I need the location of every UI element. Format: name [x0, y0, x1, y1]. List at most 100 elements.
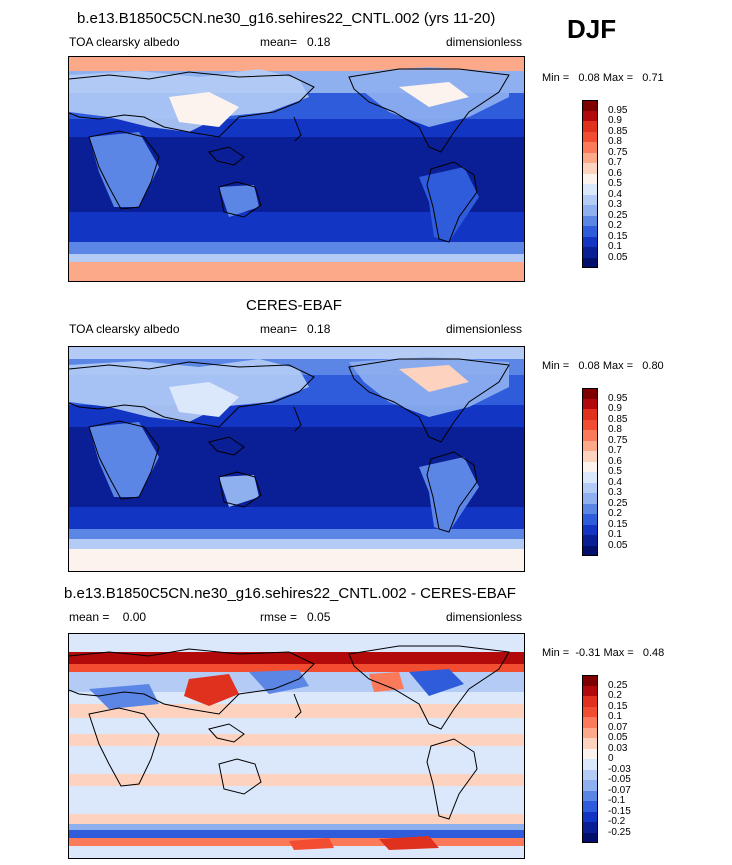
colorbar-swatch — [582, 738, 598, 749]
colorbar-swatch — [582, 545, 598, 556]
panel-2-units: dimensionless — [446, 322, 523, 336]
colorbar-swatch — [582, 163, 598, 174]
colorbar-swatch — [582, 514, 598, 525]
panel-3-title: b.e13.B1850C5CN.ne30_g16.sehires22_CNTL.… — [64, 585, 516, 602]
colorbar-label: 0.15 — [608, 518, 628, 530]
colorbar-label: -0.25 — [608, 826, 631, 838]
colorbar-swatch — [582, 759, 598, 770]
colorbar-swatch — [582, 535, 598, 546]
colorbar-swatch — [582, 173, 598, 184]
colorbar-swatch — [582, 706, 598, 717]
colorbar-swatch — [582, 524, 598, 535]
colorbar-label: 0.25 — [608, 497, 628, 509]
colorbar-swatch — [582, 832, 598, 843]
colorbar-swatch — [582, 790, 598, 801]
colorbar-label: 0.7 — [608, 157, 622, 168]
panel-3-rmse: rmse = 0.05 — [260, 610, 331, 624]
panel-2-mean: mean= 0.18 — [260, 322, 331, 336]
colorbar-swatch — [582, 226, 598, 237]
colorbar-swatch — [582, 675, 598, 686]
panel-2-minmax: Min = 0.08 Max = 0.80 — [542, 360, 664, 372]
colorbar-label: 0.1 — [608, 241, 622, 252]
panel-1-minmax: Min = 0.08 Max = 0.71 — [542, 72, 664, 84]
colorbar-swatch — [582, 811, 598, 822]
colorbar-swatch — [582, 822, 598, 833]
colorbar-swatch — [582, 430, 598, 441]
colorbar-label: 0.6 — [608, 455, 622, 467]
colorbar-swatch — [582, 184, 598, 195]
colorbar-label: 0.25 — [608, 679, 628, 691]
panel-1-colorbar — [582, 100, 598, 268]
colorbar-label: 0.75 — [608, 434, 628, 446]
colorbar-label: 0.1 — [608, 711, 622, 722]
panel-1-title: b.e13.B1850C5CN.ne30_g16.sehires22_CNTL.… — [77, 10, 496, 27]
panel-2-colorbar — [582, 388, 598, 556]
season-label: DJF — [567, 14, 617, 44]
colorbar-label: 0.2 — [608, 220, 622, 231]
colorbar-label: 0.9 — [608, 115, 622, 126]
colorbar-swatch — [582, 121, 598, 132]
panel-3-minmax: Min = -0.31 Max = 0.48 — [542, 647, 665, 659]
panel-3-units: dimensionless — [446, 610, 523, 624]
colorbar-label: 0.6 — [608, 167, 622, 179]
colorbar-label: 0.1 — [608, 529, 622, 540]
panel-2-title: CERES-EBAF — [246, 297, 342, 314]
colorbar-label: 0.15 — [608, 700, 628, 712]
panel-1-mean: mean= 0.18 — [260, 35, 331, 49]
colorbar-swatch — [582, 440, 598, 451]
colorbar-swatch — [582, 727, 598, 738]
colorbar-label: -0.05 — [608, 774, 631, 785]
colorbar-swatch — [582, 152, 598, 163]
colorbar-swatch — [582, 493, 598, 504]
colorbar-label: 0.85 — [608, 413, 628, 425]
colorbar-swatch — [582, 717, 598, 728]
colorbar-swatch — [582, 748, 598, 759]
colorbar-label: 0.07 — [608, 721, 628, 733]
colorbar-swatch — [582, 398, 598, 409]
colorbar-swatch — [582, 503, 598, 514]
colorbar-swatch — [582, 482, 598, 493]
colorbar-swatch — [582, 110, 598, 121]
colorbar-swatch — [582, 205, 598, 216]
colorbar-label: 0.5 — [608, 466, 622, 477]
colorbar-swatch — [582, 685, 598, 696]
colorbar-label: 0.25 — [608, 209, 628, 221]
colorbar-label: 0.95 — [608, 104, 628, 116]
colorbar-swatch — [582, 409, 598, 420]
colorbar-label: 0.3 — [608, 487, 622, 498]
colorbar-label: 0.8 — [608, 424, 622, 435]
panel-1-map — [68, 56, 525, 282]
colorbar-swatch — [582, 257, 598, 268]
panel-2-variable: TOA clearsky albedo — [69, 322, 180, 336]
colorbar-swatch — [582, 419, 598, 430]
colorbar-label: 0.95 — [608, 392, 628, 404]
colorbar-swatch — [582, 131, 598, 142]
panel-3-map — [68, 633, 525, 859]
colorbar-label: 0.05 — [608, 539, 628, 551]
colorbar-swatch — [582, 142, 598, 153]
colorbar-swatch — [582, 472, 598, 483]
colorbar-label: 0.05 — [608, 251, 628, 263]
panel-2-map — [68, 346, 525, 572]
colorbar-label: -0.07 — [608, 784, 631, 796]
colorbar-swatch — [582, 801, 598, 812]
colorbar-label: 0.75 — [608, 146, 628, 158]
colorbar-swatch — [582, 696, 598, 707]
colorbar-swatch — [582, 100, 598, 111]
colorbar-label: 0.5 — [608, 178, 622, 189]
colorbar-label: -0.2 — [608, 816, 626, 827]
colorbar-label: 0.9 — [608, 403, 622, 414]
colorbar-label: 0.8 — [608, 136, 622, 147]
colorbar-label: 0.85 — [608, 125, 628, 137]
panel-1-units: dimensionless — [446, 35, 523, 49]
colorbar-label: 0.03 — [608, 742, 628, 754]
colorbar-swatch — [582, 388, 598, 399]
colorbar-label: 0.7 — [608, 445, 622, 456]
colorbar-label: 0.2 — [608, 508, 622, 519]
colorbar-label: 0.2 — [608, 690, 622, 701]
panel-3-mean: mean = 0.00 — [69, 610, 147, 624]
colorbar-label: -0.03 — [608, 763, 631, 775]
colorbar-swatch — [582, 247, 598, 258]
colorbar-swatch — [582, 236, 598, 247]
colorbar-label: 0.4 — [608, 476, 622, 488]
